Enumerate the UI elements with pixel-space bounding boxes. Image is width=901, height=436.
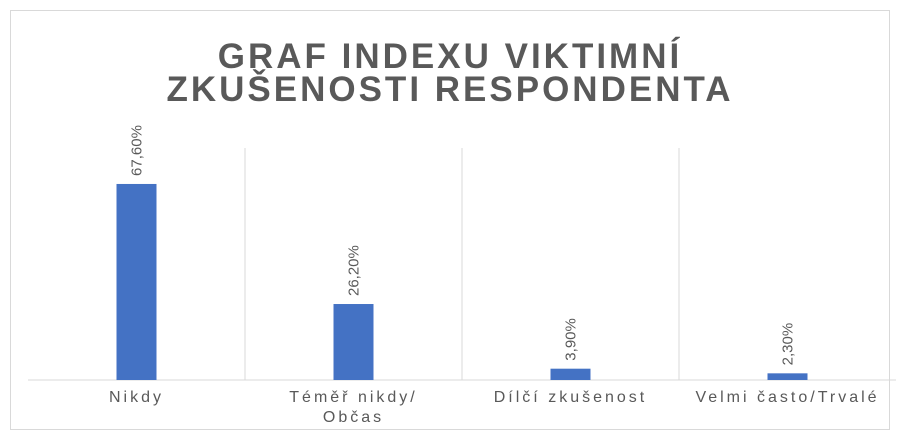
- x-tick-label: Dílčí zkušenost: [493, 389, 648, 406]
- value-label: 67,60%: [129, 125, 146, 176]
- value-label: 3,90%: [563, 318, 580, 361]
- x-tick-label: Velmi často/Trvalé: [695, 389, 880, 406]
- bar: [767, 373, 808, 380]
- chart-border: [10, 10, 890, 430]
- value-label: 26,20%: [346, 245, 363, 296]
- bar: [333, 304, 374, 380]
- x-tick-label: Nikdy: [108, 389, 164, 406]
- value-label: 2,30%: [780, 323, 797, 366]
- bar: [116, 183, 157, 380]
- x-tick-label: Téměř nikdy/ Občas: [289, 389, 418, 426]
- bar: [550, 368, 591, 380]
- chart-title: GRAF INDEXU VIKTIMNÍ ZKUŠENOSTI RESPONDE…: [166, 37, 734, 109]
